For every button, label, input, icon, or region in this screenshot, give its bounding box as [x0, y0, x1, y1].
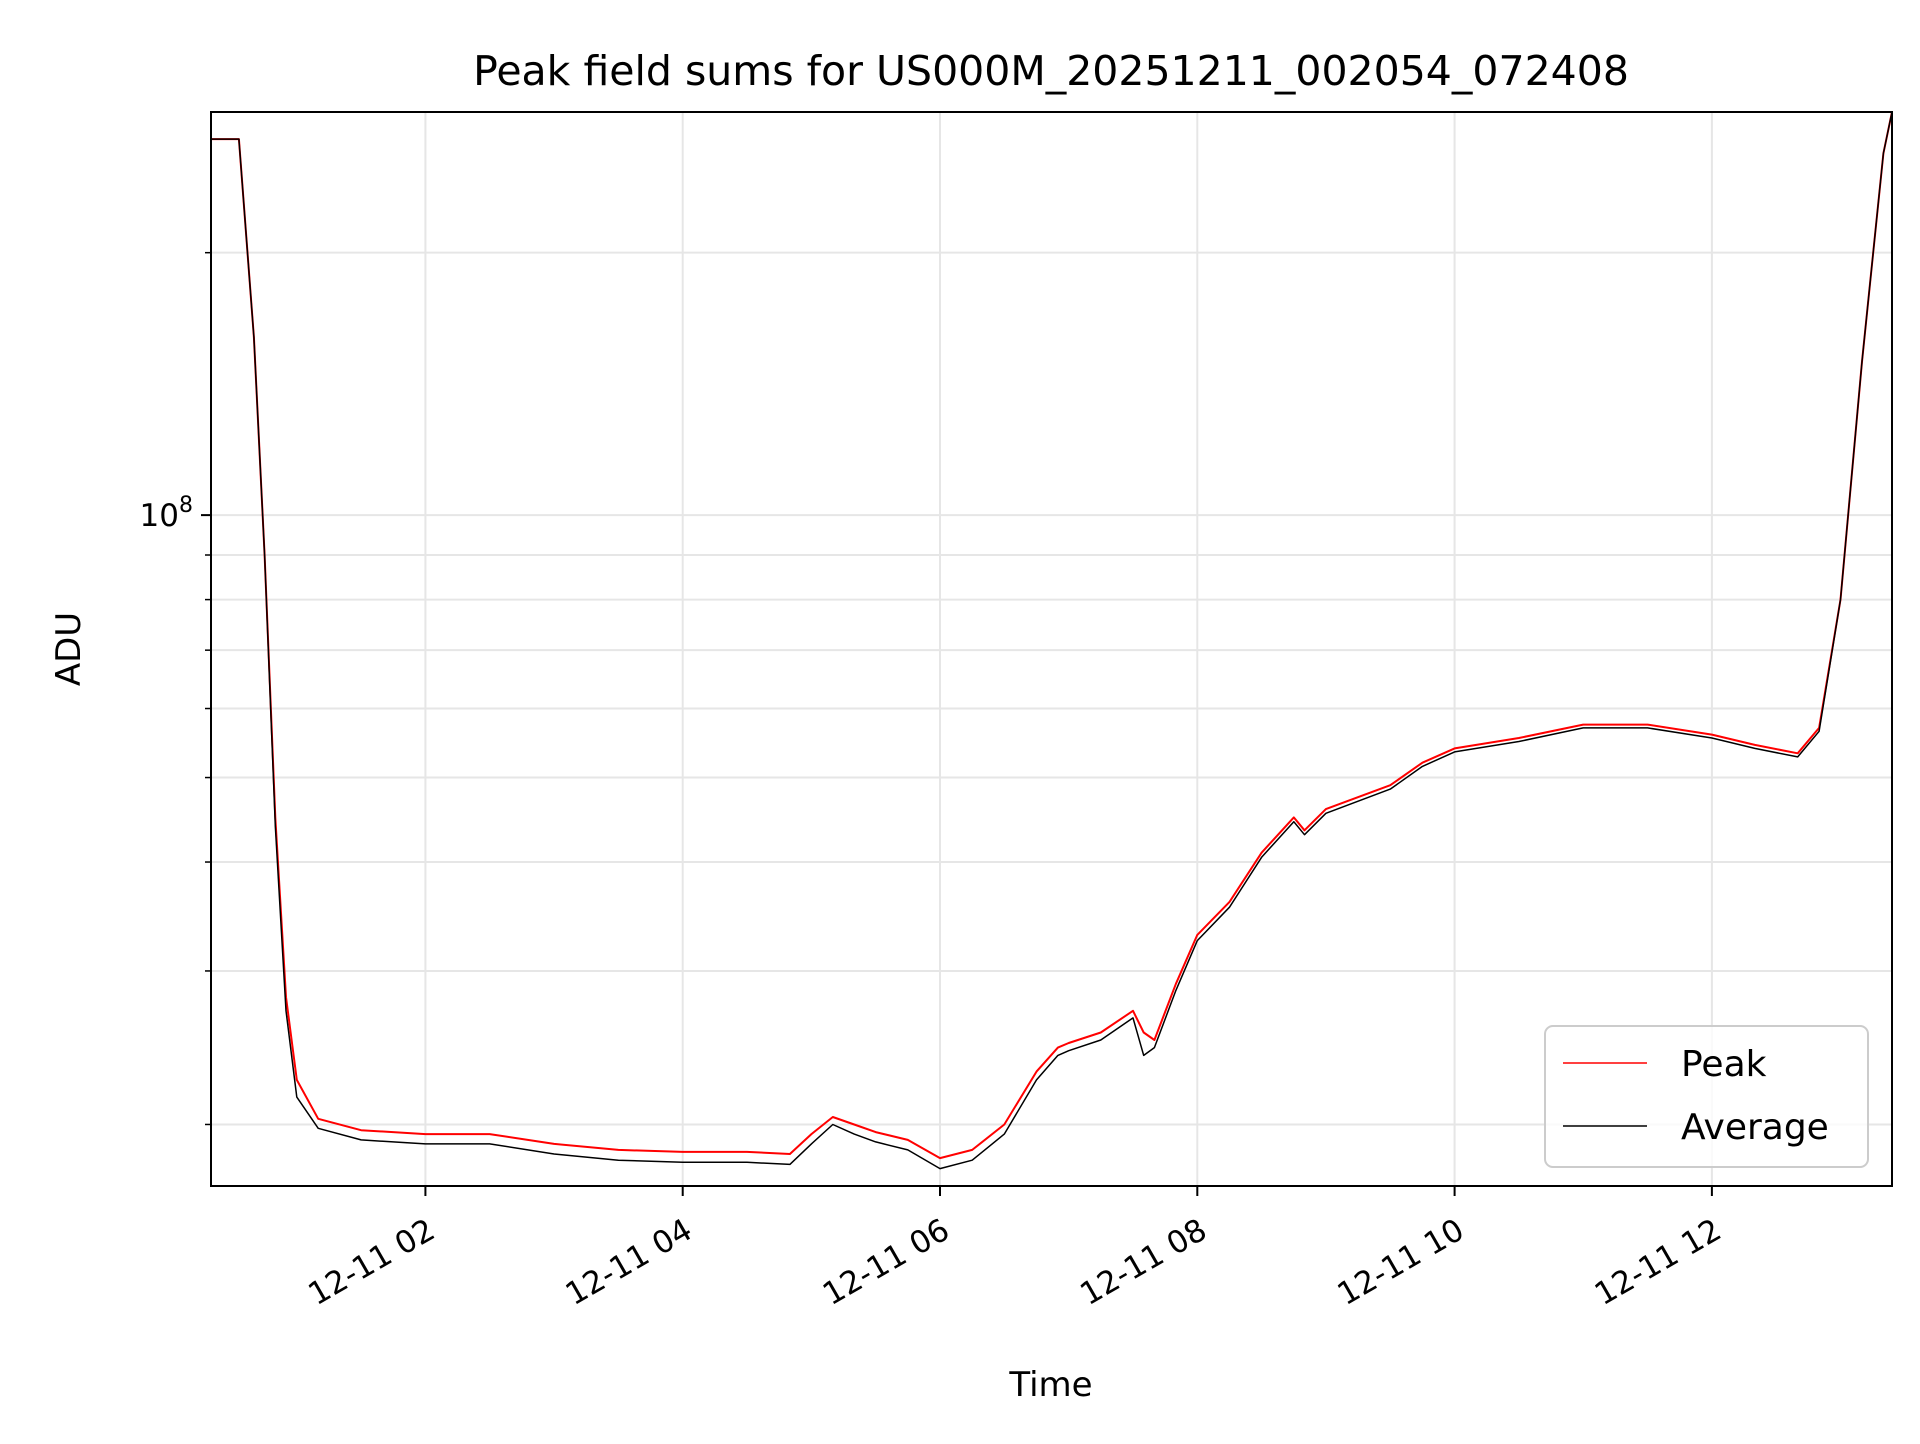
- series-line-peak: [211, 112, 1892, 1160]
- chart-title: Peak field sums for US000M_20251211_0020…: [473, 47, 1629, 95]
- x-tick-label: 12-11 10: [1332, 1212, 1471, 1313]
- plot-frame: [210, 111, 1893, 1187]
- x-tick-label: 12-11 08: [1074, 1212, 1213, 1313]
- y-tick-label: 108: [140, 493, 193, 534]
- series-layer: [211, 112, 1892, 1170]
- x-tick-label: 12-11 02: [302, 1212, 441, 1313]
- legend: Peak Average: [1544, 1025, 1869, 1168]
- x-tick-label: 12-11 04: [560, 1212, 699, 1313]
- x-tick-label: 12-11 12: [1589, 1212, 1728, 1313]
- legend-box: [1544, 1025, 1869, 1168]
- grid: [211, 112, 1892, 1186]
- series-line-average: [211, 112, 1892, 1170]
- x-tick-label: 12-11 06: [817, 1212, 956, 1313]
- y-axis-label: ADU: [49, 612, 89, 686]
- x-axis: 12-11 02 12-11 04 12-11 06 12-11 08 12-11 10…: [302, 1186, 1728, 1313]
- y-axis: 108: [140, 251, 211, 1126]
- x-axis-label: Time: [1008, 1365, 1092, 1405]
- legend-peak-label: Peak: [1681, 1044, 1767, 1085]
- legend-average-label: Average: [1681, 1107, 1829, 1148]
